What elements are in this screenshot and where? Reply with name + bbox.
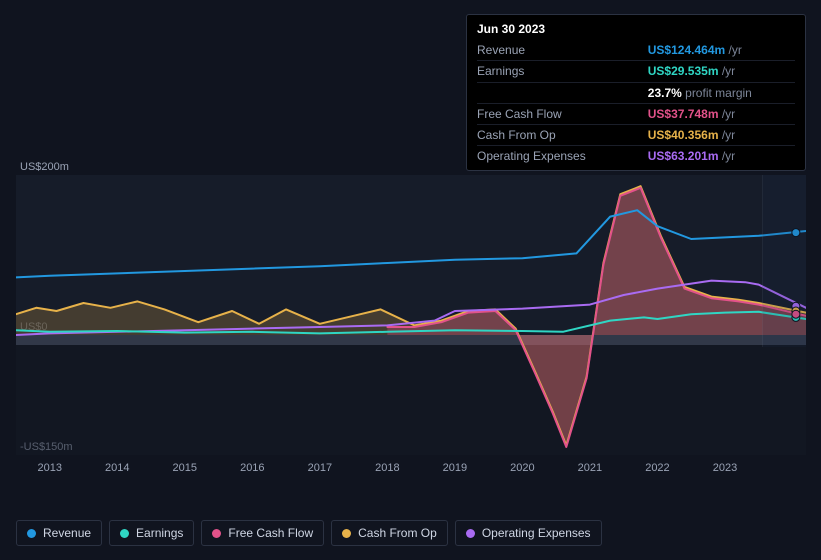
chart-area[interactable] <box>16 175 806 455</box>
legend-label: Operating Expenses <box>482 526 591 540</box>
legend-label: Revenue <box>43 526 91 540</box>
legend: Revenue Earnings Free Cash Flow Cash From O… <box>16 520 602 546</box>
legend-label: Free Cash Flow <box>228 526 313 540</box>
y-tick-label: US$200m <box>20 161 69 173</box>
tooltip-label <box>477 82 648 103</box>
tooltip-label: Revenue <box>477 40 648 61</box>
tooltip-value: 23.7% profit margin <box>648 82 795 103</box>
legend-label: Cash From Op <box>358 526 437 540</box>
legend-item-fcf[interactable]: Free Cash Flow <box>201 520 324 546</box>
x-tick-label: 2014 <box>105 462 129 474</box>
x-tick-label: 2019 <box>443 462 467 474</box>
legend-swatch <box>212 529 221 538</box>
legend-swatch <box>120 529 129 538</box>
legend-swatch <box>27 529 36 538</box>
legend-label: Earnings <box>136 526 183 540</box>
legend-swatch <box>342 529 351 538</box>
legend-item-earnings[interactable]: Earnings <box>109 520 194 546</box>
x-tick-label: 2018 <box>375 462 399 474</box>
tooltip-date: Jun 30 2023 <box>477 21 795 37</box>
legend-item-revenue[interactable]: Revenue <box>16 520 102 546</box>
x-tick-label: 2015 <box>173 462 197 474</box>
tooltip-value: US$124.464m /yr <box>648 40 795 61</box>
legend-item-cashop[interactable]: Cash From Op <box>331 520 448 546</box>
x-tick-label: 2022 <box>645 462 669 474</box>
x-tick-label: 2021 <box>578 462 602 474</box>
hover-tooltip: Jun 30 2023 RevenueUS$124.464m /yrEarnin… <box>466 14 806 171</box>
financial-chart <box>16 175 806 455</box>
tooltip-label: Cash From Op <box>477 124 648 145</box>
tooltip-label: Earnings <box>477 61 648 82</box>
x-tick-label: 2016 <box>240 462 264 474</box>
tooltip-value: US$63.201m /yr <box>648 146 795 167</box>
x-tick-label: 2013 <box>38 462 62 474</box>
x-tick-label: 2017 <box>308 462 332 474</box>
tooltip-table: RevenueUS$124.464m /yrEarningsUS$29.535m… <box>477 40 795 166</box>
tooltip-label: Free Cash Flow <box>477 103 648 124</box>
tooltip-value: US$29.535m /yr <box>648 61 795 82</box>
legend-swatch <box>466 529 475 538</box>
x-tick-label: 2020 <box>510 462 534 474</box>
legend-item-opex[interactable]: Operating Expenses <box>455 520 602 546</box>
tooltip-value: US$37.748m /yr <box>648 103 795 124</box>
tooltip-value: US$40.356m /yr <box>648 124 795 145</box>
x-tick-label: 2023 <box>713 462 737 474</box>
x-axis: 2013 2014 2015 2016 2017 2018 2019 2020 2021 2022… <box>16 462 806 480</box>
tooltip-label: Operating Expenses <box>477 146 648 167</box>
